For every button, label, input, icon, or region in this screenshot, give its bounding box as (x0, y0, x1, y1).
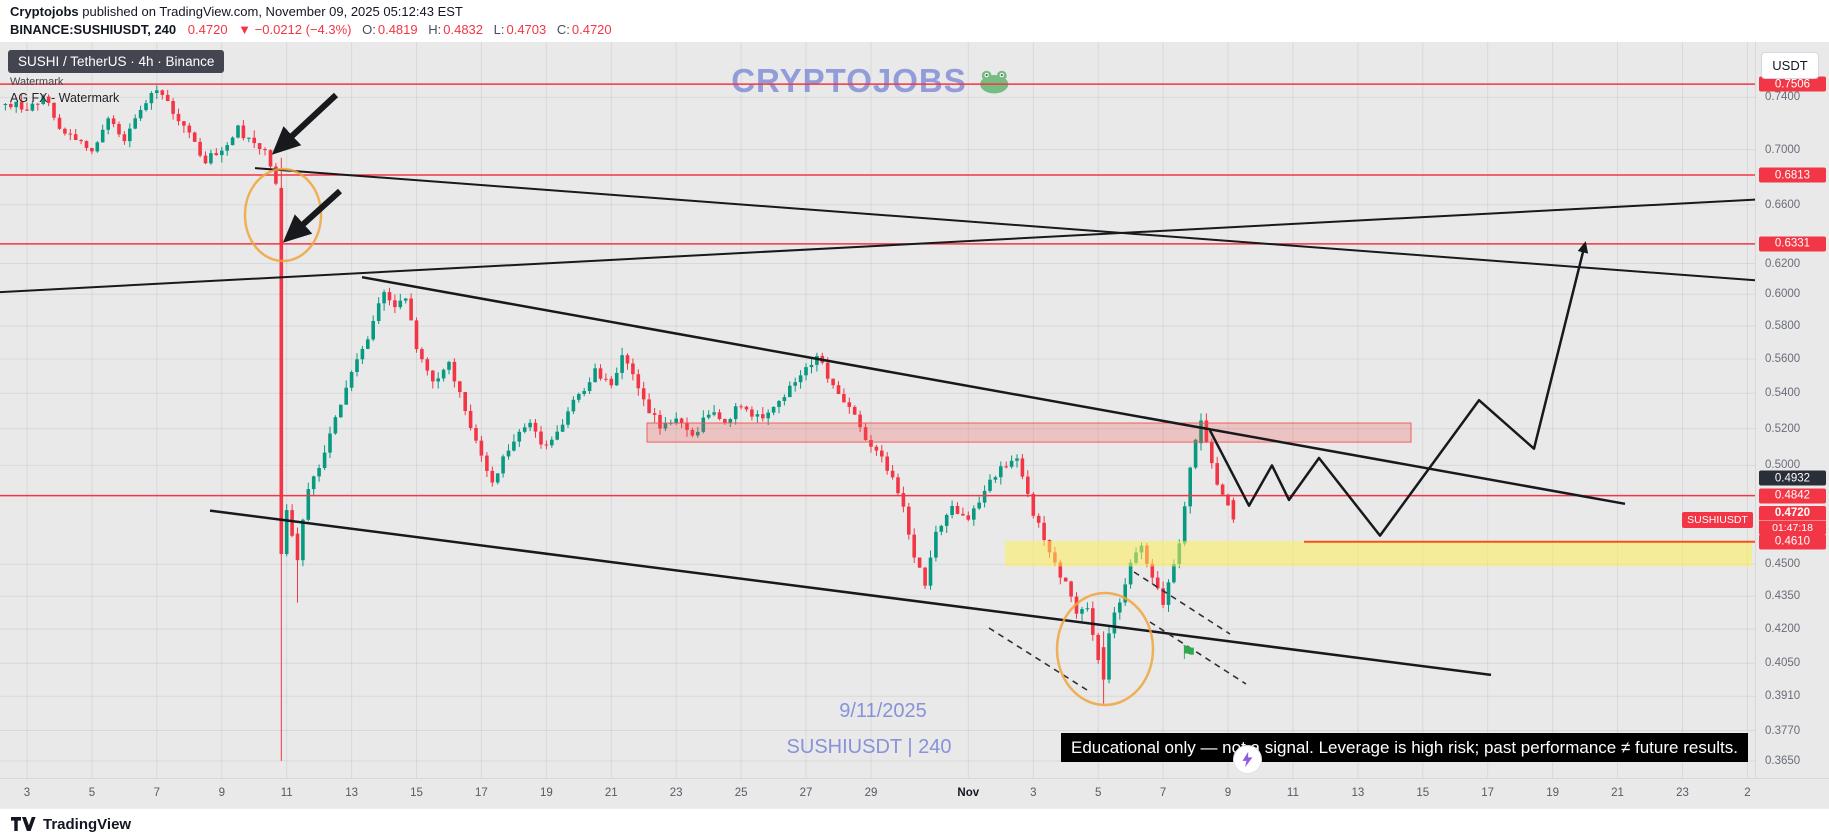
symbol-price-tag: SUSHIUSDT (1682, 512, 1753, 528)
time-tick: 15 (1416, 787, 1430, 799)
disclaimer-banner: Educational only — not a signal. Leverag… (1060, 733, 1748, 762)
price-tick: 0.6000 (1765, 288, 1801, 301)
symbol-name: BINANCE:SUSHIUSDT, 240 (10, 22, 177, 37)
price-level-badge: 0.6813 (1759, 167, 1826, 183)
time-tick: 17 (1481, 787, 1495, 799)
lightning-icon (1233, 745, 1262, 774)
price-level-badge: 0.6331 (1759, 236, 1826, 252)
time-tick: 5 (1094, 787, 1102, 799)
trendlines (0, 167, 1756, 677)
open-value: 0.4819 (377, 22, 418, 37)
time-tick: 13 (1351, 787, 1365, 799)
time-tick: 3 (1030, 787, 1037, 799)
footer-bar: TradingView (0, 808, 1829, 839)
price-tick: 0.4200 (1765, 623, 1801, 636)
price-tick: 0.4500 (1765, 558, 1801, 571)
price-tick: 0.5200 (1765, 422, 1801, 435)
time-tick: 23 (1676, 787, 1689, 799)
time-tick: 3 (23, 787, 31, 799)
price-tick: 0.6200 (1765, 257, 1801, 270)
time-tick: 23 (669, 787, 683, 799)
time-tick: 25 (734, 787, 748, 799)
last-price: 0.4720 (187, 22, 228, 37)
price-level-badge: 0.4610 (1759, 534, 1826, 550)
time-tick: Nov (957, 787, 980, 799)
price-tick: 0.4050 (1765, 657, 1801, 670)
last-price-value: 0.4720 (1774, 507, 1811, 519)
time-tick: 5 (88, 787, 96, 799)
projection-path (1208, 241, 1589, 537)
time-axis[interactable]: 3 5 7 9 11 13 15 17 19 21 23 25 27 29 Nov 3 5 7 9 11 13 15 17 1… (0, 778, 1829, 809)
time-tick: 13 (345, 787, 358, 799)
time-tick: 9 (218, 787, 225, 799)
price-level-badge: 0.4842 (1759, 488, 1826, 504)
price-tick: 0.5800 (1765, 320, 1801, 333)
chart-canvas[interactable]: ⚑ (0, 42, 1756, 778)
time-tick: 21 (604, 787, 618, 799)
price-tick: 0.5600 (1765, 353, 1801, 366)
price-tick: 0.3910 (1765, 690, 1801, 703)
flag-icon: ⚑ (1180, 643, 1197, 664)
low-value: 0.4703 (506, 22, 547, 37)
price-tick: 0.6600 (1765, 198, 1801, 211)
tradingview-logo-icon (11, 817, 36, 831)
time-tick: 19 (539, 787, 553, 799)
price-level-badge: 0.7506 (1759, 76, 1826, 92)
candles (3, 85, 1236, 761)
currency-toggle-button[interactable]: USDT (1761, 52, 1819, 79)
symbol-ohlc-line: BINANCE:SUSHIUSDT, 240 0.4720 ▼ −0.0212 … (10, 22, 619, 37)
time-tick: 19 (1546, 787, 1559, 799)
time-tick: 7 (153, 787, 160, 799)
author-name: Cryptojobs (10, 4, 79, 19)
sketch-annotations: ⚑ (243, 92, 1247, 707)
legend-watermark-label: Watermark (10, 76, 64, 88)
watermark-text: CRYPTOJOBS (731, 62, 967, 99)
time-tick: 2 (1744, 787, 1751, 799)
chart-watermark: CRYPTOJOBS (731, 62, 1011, 100)
watermark-date: 9/11/2025 (839, 700, 927, 722)
time-tick: 17 (474, 787, 488, 799)
high-label: H: (428, 22, 442, 37)
price-levels (0, 83, 1755, 543)
symbol-legend[interactable]: SUSHI / TetherUS · 4h · Binance (8, 50, 225, 73)
time-tick: 21 (1611, 787, 1624, 799)
high-value: 0.4832 (443, 22, 484, 37)
price-tick: 0.4350 (1765, 590, 1801, 603)
price-tick: 0.7000 (1765, 143, 1801, 156)
watermark-symbol: SUSHIUSDT | 240 (786, 736, 952, 758)
bar-countdown: 01:47:18 (1759, 520, 1826, 535)
time-tick: 11 (280, 787, 293, 799)
price-tick: 0.5400 (1765, 387, 1801, 400)
open-label: O: (362, 22, 376, 37)
close-value: 0.4720 (571, 22, 612, 37)
price-change: ▼ −0.0212 (−4.3%) (238, 22, 352, 37)
price-tick: 0.3770 (1765, 724, 1801, 737)
publish-info: published on TradingView.com, November 0… (78, 4, 463, 19)
time-tick: 29 (864, 787, 878, 799)
time-tick: 27 (799, 787, 813, 799)
time-tick: 7 (1159, 787, 1167, 799)
time-tick: 9 (1224, 787, 1232, 799)
time-tick: 11 (1286, 787, 1299, 799)
snapshot-header: Cryptojobs published on TradingView.com,… (0, 0, 1829, 42)
price-tick: 0.3650 (1765, 754, 1801, 767)
low-label: L: (493, 22, 505, 37)
price-axis[interactable]: 0.7400 0.7000 0.6600 0.6200 0.6000 0.5800 0.56… (1755, 42, 1829, 778)
price-tick: 0.5000 (1765, 459, 1801, 472)
price-tick: 0.7400 (1765, 91, 1801, 104)
last-price-badge: 0.4720 01:47:18 (1759, 505, 1826, 535)
price-level-badge-dark: 0.4932 (1759, 470, 1826, 486)
legend-brand-watermark: AG FX - Watermark (10, 91, 120, 105)
time-tick: 15 (410, 787, 423, 799)
publish-line: Cryptojobs published on TradingView.com,… (10, 4, 463, 19)
close-label: C: (556, 22, 570, 37)
footer-brand-text: TradingView (43, 815, 132, 833)
tradingview-logo[interactable]: TradingView (10, 816, 131, 833)
zones (646, 422, 1752, 567)
